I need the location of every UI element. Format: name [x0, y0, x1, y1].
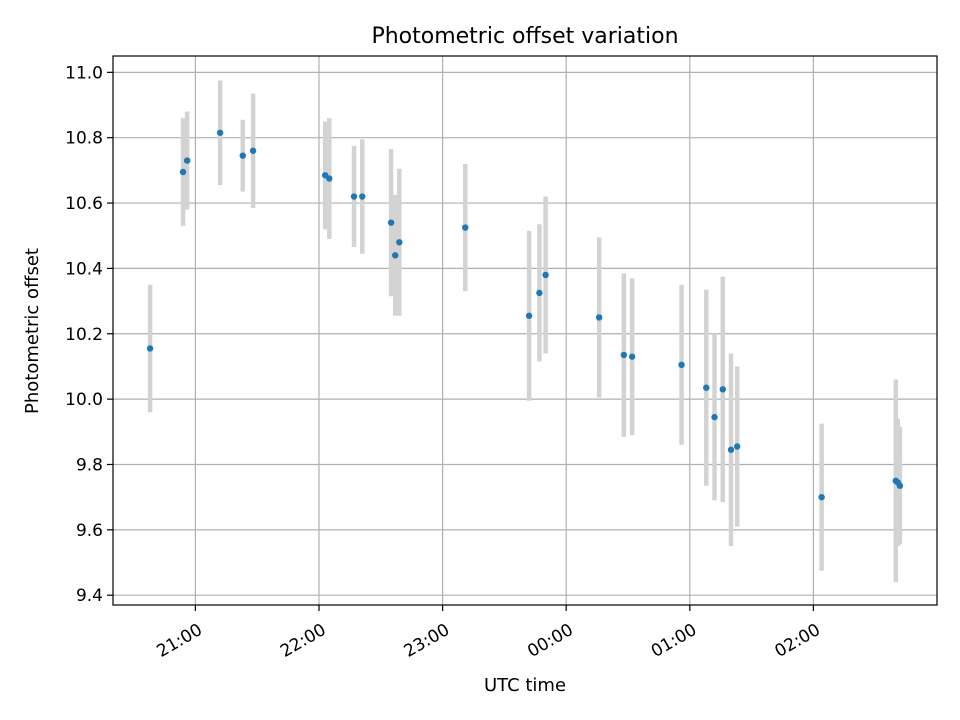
data-point — [359, 193, 366, 200]
y-tick-label: 10.6 — [65, 194, 103, 214]
data-point — [896, 482, 904, 489]
data-point — [239, 152, 246, 159]
data-point — [179, 168, 187, 176]
data-points — [146, 129, 904, 501]
data-point — [711, 413, 718, 421]
data-point — [525, 312, 533, 319]
x-axis-label: UTC time — [484, 675, 566, 696]
data-point — [727, 446, 735, 453]
data-point — [542, 271, 549, 279]
plot-frame — [112, 55, 938, 606]
data-point — [462, 224, 469, 231]
y-axis-ticks: 9.4 9.6 9.8 10.0 10.2 10.4 10.6 10.8 11.0 — [65, 63, 113, 606]
data-point — [703, 384, 710, 391]
data-point — [350, 193, 358, 200]
y-tick-label: 9.8 — [76, 455, 103, 475]
data-point — [628, 353, 636, 360]
y-tick-label: 9.6 — [76, 521, 103, 541]
data-point — [326, 175, 333, 182]
y-axis-label: Photometric offset — [22, 248, 43, 414]
chart-title: Photometric offset variation — [371, 24, 678, 49]
data-point — [146, 345, 154, 352]
y-tick-label: 10.2 — [65, 325, 103, 345]
data-point — [536, 289, 543, 297]
data-point — [719, 386, 726, 393]
data-point — [392, 252, 399, 259]
grid — [113, 56, 937, 605]
y-tick-label: 9.4 — [76, 586, 103, 606]
data-point — [387, 219, 395, 226]
data-point — [396, 239, 403, 246]
data-point — [595, 314, 603, 321]
y-tick-label: 10.0 — [65, 390, 103, 410]
y-tick-label: 10.4 — [65, 259, 103, 279]
data-point — [678, 361, 685, 369]
data-point — [216, 129, 224, 136]
data-point — [183, 157, 191, 164]
data-point — [249, 147, 257, 154]
y-tick-label: 10.8 — [65, 129, 103, 149]
data-point — [733, 443, 741, 450]
data-point — [818, 493, 825, 501]
y-tick-label: 11.0 — [65, 63, 103, 83]
data-point — [620, 351, 628, 359]
